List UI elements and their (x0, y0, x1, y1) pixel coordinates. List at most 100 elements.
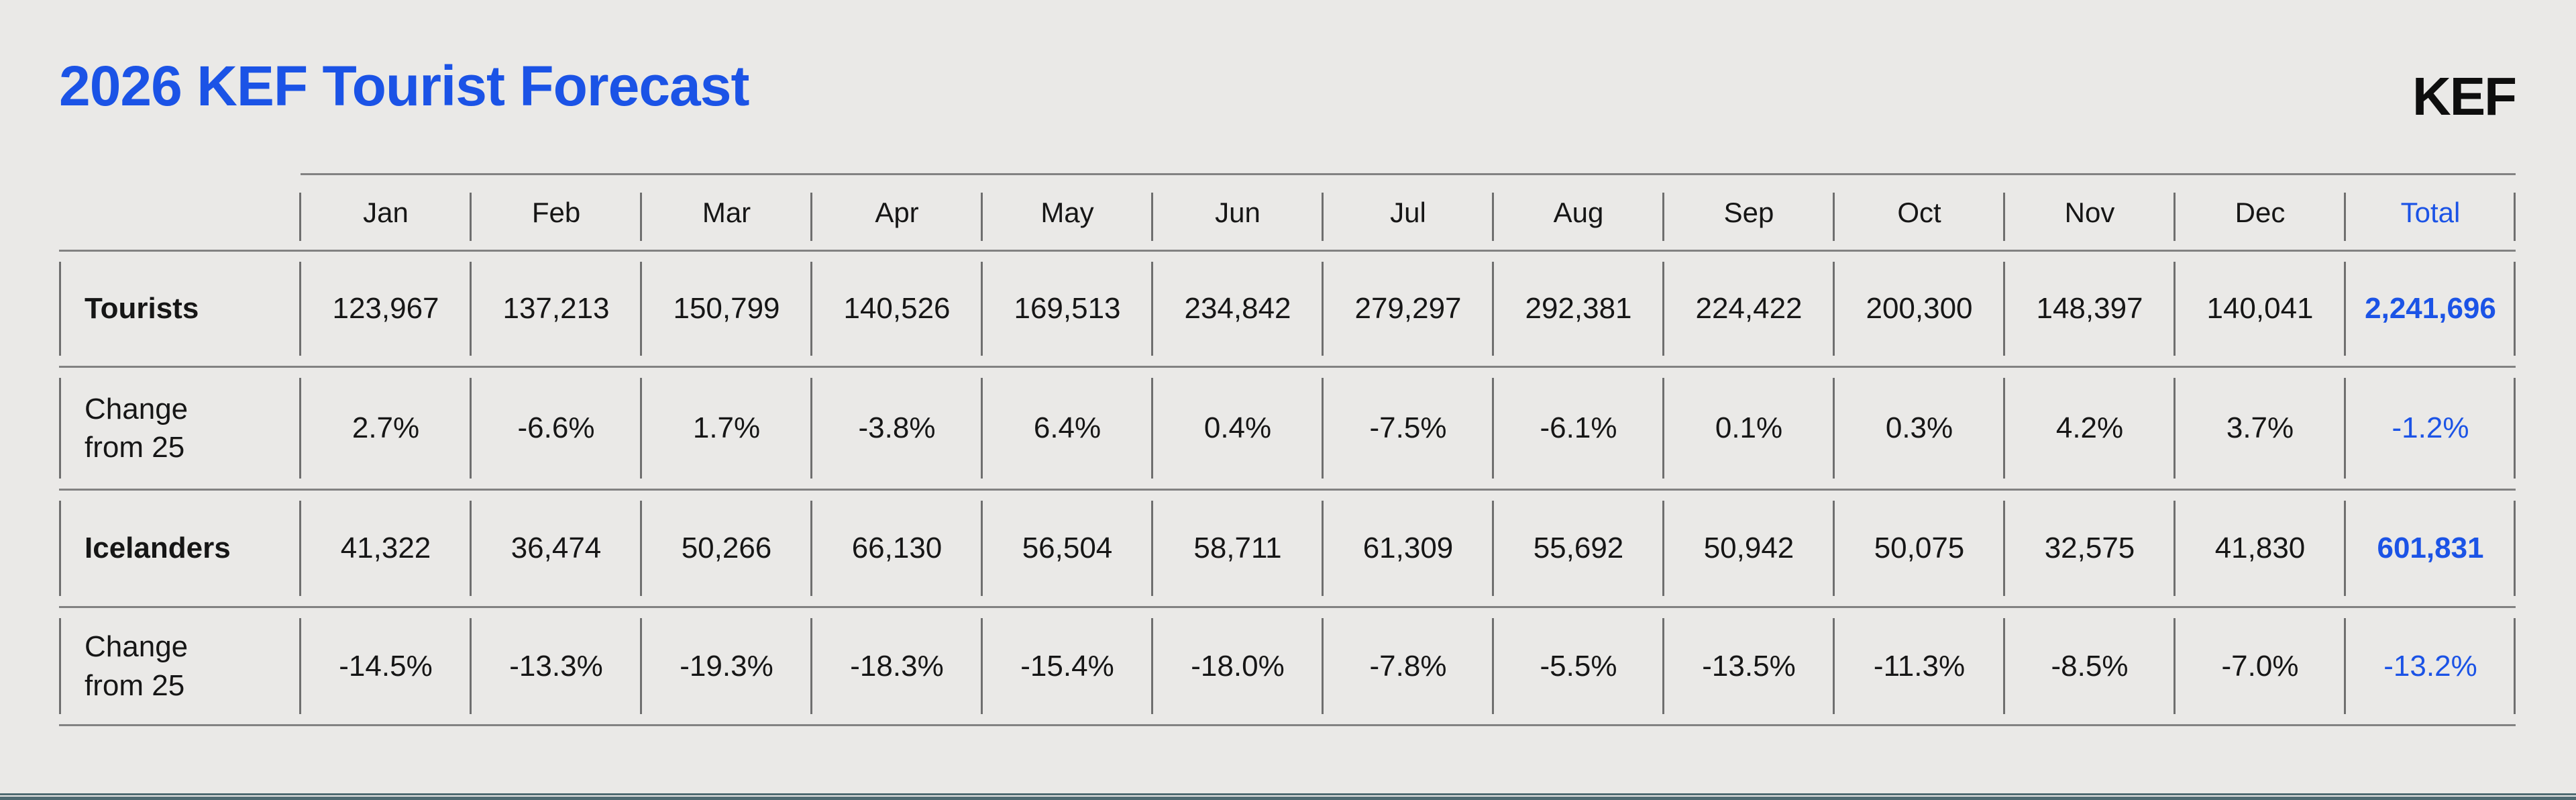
cell-tourists-change-oct-text: 0.3% (1885, 411, 1953, 444)
cell-tourists-change-jun: 0.4% (1151, 368, 1323, 489)
col-header-dec-text: Dec (2235, 196, 2286, 228)
cell-tourists-change-mar: 1.7% (640, 368, 812, 489)
cell-tourists-jan-text: 123,967 (332, 292, 439, 325)
col-header-oct-text: Oct (1897, 196, 1941, 228)
cell-icelanders-nov: 32,575 (2003, 491, 2175, 606)
kef-logo: KEF (2412, 66, 2517, 126)
cell-tourists-change-jul-text: -7.5% (1369, 411, 1447, 444)
cell-tourists-oct-text: 200,300 (1866, 292, 1973, 325)
cell-icelanders-mar: 50,266 (640, 491, 812, 606)
cell-tourists-change-dec: 3.7% (2174, 368, 2345, 489)
row-label-tourists-text: Tourists (85, 292, 199, 326)
col-header-aug: Aug (1492, 173, 1664, 250)
cell-icelanders-apr-text: 66,130 (851, 532, 943, 564)
cell-tourists-change-jun-text: 0.4% (1203, 411, 1272, 444)
cell-icelanders-dec: 41,830 (2174, 491, 2345, 606)
cell-icelanders-sep-text: 50,942 (1703, 532, 1794, 564)
cell-icelanders-nov-text: 32,575 (2044, 532, 2135, 564)
col-header-jul: Jul (1322, 173, 1493, 250)
cell-tourists-jul-text: 279,297 (1354, 292, 1462, 325)
cell-icelanders-total-text: 601,831 (2377, 532, 2484, 564)
cell-tourists-feb-text: 137,213 (502, 292, 610, 325)
cell-icelanders-change-mar-text: -19.3% (680, 649, 773, 683)
col-header-mar-text: Mar (702, 196, 751, 228)
table-row-icelanders-change: Change from 25 -14.5% -13.3% -19.3% -18.3% -1… (59, 606, 2516, 726)
forecast-table: Jan Feb Mar Apr May Jun Jul Aug Sep Oct Nov Dec Tota… (59, 173, 2516, 726)
col-header-apr-text: Apr (875, 196, 919, 228)
cell-icelanders-sep: 50,942 (1662, 491, 1834, 606)
cell-icelanders-may: 56,504 (981, 491, 1152, 606)
cell-tourists-apr: 140,526 (810, 252, 982, 366)
cell-icelanders-change-sep: -13.5% (1662, 608, 1834, 724)
cell-tourists-dec-text: 140,041 (2206, 292, 2314, 325)
cell-tourists-change-oct: 0.3% (1833, 368, 2004, 489)
cell-icelanders-oct-text: 50,075 (1874, 532, 1965, 564)
cell-tourists-change-feb-text: -6.6% (517, 411, 595, 444)
cell-tourists-change-may-text: 6.4% (1033, 411, 1102, 444)
row-label-tourists-change: Change from 25 (59, 368, 301, 489)
cell-icelanders-change-total: -13.2% (2344, 608, 2516, 724)
cell-tourists-change-jul: -7.5% (1322, 368, 1493, 489)
col-header-feb: Feb (470, 173, 641, 250)
col-header-jun-text: Jun (1215, 196, 1260, 228)
cell-tourists-change-total: -1.2% (2344, 368, 2516, 489)
row-label-icelanders-text: Icelanders (85, 532, 231, 565)
cell-icelanders-change-feb: -13.3% (470, 608, 641, 724)
page-title: 2026 KEF Tourist Forecast (59, 54, 749, 117)
row-label-tourists-change-text: Change from 25 (85, 392, 189, 464)
corner-cell (59, 173, 301, 250)
cell-icelanders-change-aug-text: -5.5% (1540, 649, 1617, 683)
cell-tourists-change-aug: -6.1% (1492, 368, 1664, 489)
cell-icelanders-change-jul: -7.8% (1322, 608, 1493, 724)
cell-tourists-change-jan: 2.7% (299, 368, 471, 489)
cell-icelanders-aug-text: 55,692 (1533, 532, 1624, 564)
cell-tourists-aug-text: 292,381 (1525, 292, 1632, 325)
row-label-tourists: Tourists (59, 252, 301, 366)
cell-icelanders-change-oct: -11.3% (1833, 608, 2004, 724)
cell-icelanders-change-apr: -18.3% (810, 608, 982, 724)
cell-icelanders-total: 601,831 (2344, 491, 2516, 606)
table-row-tourists-change: Change from 25 2.7% -6.6% 1.7% -3.8% 6.4% 0.4%… (59, 366, 2516, 489)
col-header-aug-text: Aug (1553, 196, 1604, 228)
cell-icelanders-change-jun: -18.0% (1151, 608, 1323, 724)
cell-icelanders-jan: 41,322 (299, 491, 471, 606)
cell-icelanders-change-may-text: -15.4% (1020, 649, 1114, 683)
cell-tourists-change-sep-text: 0.1% (1715, 411, 1783, 444)
cell-tourists-change-dec-text: 3.7% (2226, 411, 2294, 444)
cell-tourists-change-jan-text: 2.7% (352, 411, 420, 444)
row-label-icelanders-change-text: Change from 25 (85, 630, 189, 702)
cell-tourists-change-apr: -3.8% (810, 368, 982, 489)
col-header-total: Total (2344, 173, 2516, 250)
col-header-nov: Nov (2003, 173, 2175, 250)
col-header-mar: Mar (640, 173, 812, 250)
cell-icelanders-change-sep-text: -13.5% (1702, 649, 1796, 683)
cell-tourists-dec: 140,041 (2174, 252, 2345, 366)
cell-icelanders-change-nov-text: -8.5% (2051, 649, 2129, 683)
row-label-icelanders-change: Change from 25 (59, 608, 301, 724)
cell-tourists-jun: 234,842 (1151, 252, 1323, 366)
cell-tourists-jun-text: 234,842 (1184, 292, 1291, 325)
cell-tourists-change-total-text: -1.2% (2392, 411, 2469, 444)
cell-icelanders-mar-text: 50,266 (681, 532, 772, 564)
cell-icelanders-change-may: -15.4% (981, 608, 1152, 724)
cell-tourists-mar: 150,799 (640, 252, 812, 366)
cell-icelanders-feb-text: 36,474 (511, 532, 602, 564)
cell-tourists-feb: 137,213 (470, 252, 641, 366)
col-header-feb-text: Feb (531, 196, 581, 228)
col-header-nov-text: Nov (2064, 196, 2115, 228)
cell-tourists-mar-text: 150,799 (673, 292, 780, 325)
col-header-jan-text: Jan (363, 196, 409, 228)
col-header-jul-text: Jul (1390, 196, 1426, 228)
cell-icelanders-jul: 61,309 (1322, 491, 1493, 606)
cell-tourists-may-text: 169,513 (1014, 292, 1121, 325)
cell-tourists-change-apr-text: -3.8% (858, 411, 936, 444)
cell-tourists-change-feb: -6.6% (470, 368, 641, 489)
cell-icelanders-change-total-text: -13.2% (2383, 649, 2477, 683)
cell-icelanders-jun-text: 58,711 (1193, 532, 1282, 564)
cell-tourists-aug: 292,381 (1492, 252, 1664, 366)
cell-tourists-oct: 200,300 (1833, 252, 2004, 366)
table-row-icelanders: Icelanders 41,322 36,474 50,266 66,130 56,504… (59, 489, 2516, 606)
col-header-jun: Jun (1151, 173, 1323, 250)
cell-icelanders-change-jun-text: -18.0% (1191, 649, 1285, 683)
